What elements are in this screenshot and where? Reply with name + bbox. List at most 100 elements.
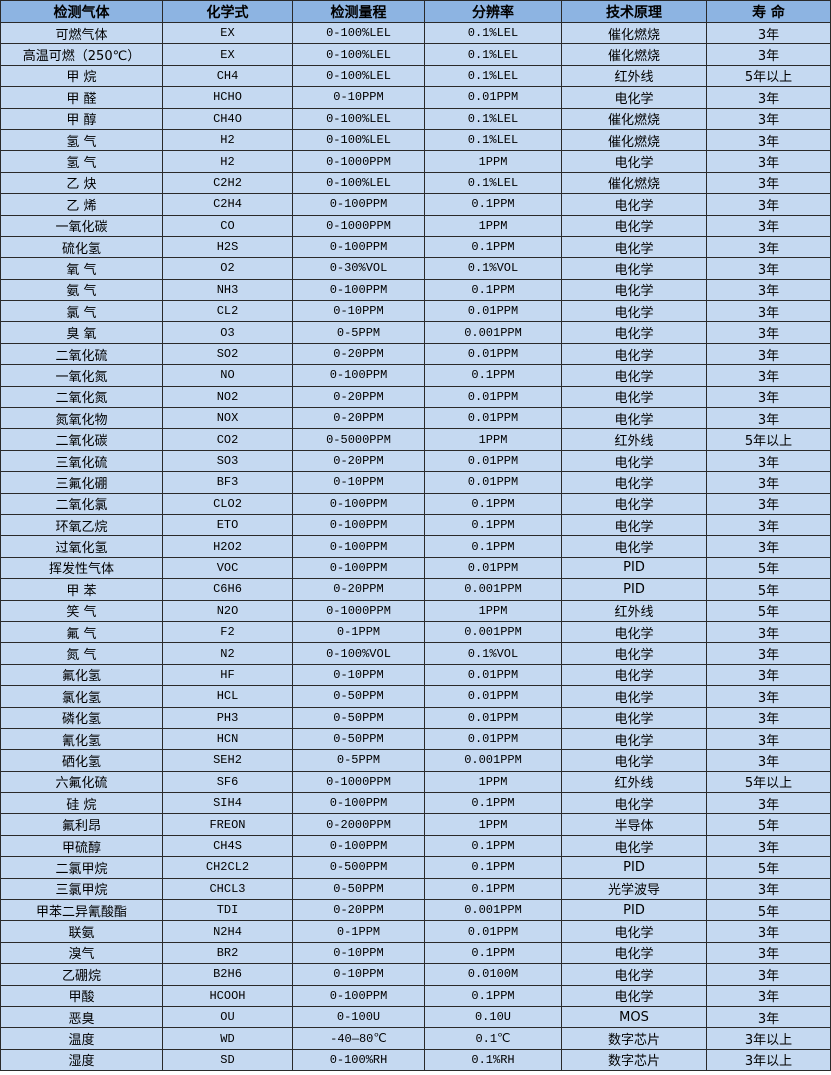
cell-formula: O3: [162, 321, 293, 344]
cell-gas: 氢 气: [0, 128, 163, 152]
cell-gas: 一氧化氮: [0, 364, 163, 387]
cell-gas: 甲 醇: [0, 107, 163, 130]
cell-gas: 三氯甲烷: [0, 877, 163, 901]
table-row: 氟利昂 FREON 0-2000PPM 1PPM 半导体 5年: [0, 813, 831, 836]
cell-gas: 可燃气体: [0, 21, 163, 45]
cell-lifespan: 5年: [706, 578, 831, 601]
cell-range: 0-30%VOL: [292, 257, 425, 280]
cell-range: 0-20PPM: [292, 449, 425, 473]
cell-principle: 电化学: [561, 941, 707, 965]
cell-formula: CO: [162, 214, 293, 237]
table-row: 硒化氢 SEH2 0-5PPM 0.001PPM 电化学 3年: [0, 749, 831, 772]
cell-formula: N2O: [162, 599, 293, 622]
table-row: 臭 氧 O3 0-5PPM 0.001PPM 电化学 3年: [0, 321, 831, 344]
cell-principle: 电化学: [561, 749, 707, 772]
cell-principle: 电化学: [561, 86, 707, 109]
cell-gas: 氯化氢: [0, 685, 163, 708]
cell-resolution: 0.1PPM: [424, 278, 562, 302]
cell-range: 0-100PPM: [292, 235, 425, 259]
cell-formula: HF: [162, 663, 293, 687]
table-row: 氰化氢 HCN 0-50PPM 0.01PPM 电化学 3年: [0, 727, 831, 751]
cell-lifespan: 3年: [706, 449, 831, 473]
cell-lifespan: 3年: [706, 941, 831, 965]
table-row: 氯 气 CL2 0-10PPM 0.01PPM 电化学 3年: [0, 300, 831, 323]
cell-range: 0-10PPM: [292, 663, 425, 687]
cell-principle: 电化学: [561, 663, 707, 687]
cell-formula: NH3: [162, 278, 293, 302]
cell-gas: 溴气: [0, 941, 163, 965]
cell-gas: 氮 气: [0, 642, 163, 665]
cell-principle: 电化学: [561, 984, 707, 1007]
cell-range: 0-100%VOL: [292, 642, 425, 665]
cell-range: 0-20PPM: [292, 342, 425, 366]
cell-lifespan: 3年: [706, 706, 831, 729]
cell-range: 0-1000PPM: [292, 770, 425, 794]
cell-gas: 氰化氢: [0, 727, 163, 751]
cell-resolution: 0.1PPM: [424, 193, 562, 216]
cell-gas: 甲硫醇: [0, 834, 163, 858]
cell-gas: 硒化氢: [0, 749, 163, 772]
cell-gas: 二氧化碳: [0, 428, 163, 451]
cell-principle: 光学波导: [561, 877, 707, 901]
cell-gas: 三氟化硼: [0, 471, 163, 494]
table-row: 湿度 SD 0-100%RH 0.1%RH 数字芯片 3年以上: [0, 1048, 831, 1072]
cell-range: 0-10PPM: [292, 471, 425, 494]
table-row: 联氨 N2H4 0-1PPM 0.01PPM 电化学 3年: [0, 920, 831, 943]
cell-formula: HCL: [162, 685, 293, 708]
cell-formula: SO3: [162, 449, 293, 473]
table-row: 二氧化碳 CO2 0-5000PPM 1PPM 红外线 5年以上: [0, 428, 831, 451]
cell-resolution: 0.0100M: [424, 963, 562, 986]
table-row: 甲 醛 HCHO 0-10PPM 0.01PPM 电化学 3年: [0, 86, 831, 109]
cell-range: 0-100PPM: [292, 513, 425, 537]
cell-gas: 一氧化碳: [0, 214, 163, 237]
cell-formula: CHCL3: [162, 877, 293, 901]
header-resolution: 分辨率: [424, 0, 562, 23]
cell-range: 0-50PPM: [292, 685, 425, 708]
cell-resolution: 0.1%VOL: [424, 642, 562, 665]
cell-resolution: 0.01PPM: [424, 556, 562, 580]
cell-gas: 氢 气: [0, 150, 163, 173]
cell-resolution: 0.1PPM: [424, 513, 562, 537]
cell-gas: 恶臭: [0, 1005, 163, 1029]
table-row: 乙 炔 C2H2 0-100%LEL 0.1%LEL 催化燃烧 3年: [0, 171, 831, 195]
cell-gas: 环氧乙烷: [0, 513, 163, 537]
cell-range: 0-10PPM: [292, 300, 425, 323]
cell-lifespan: 3年: [706, 43, 831, 66]
cell-principle: 电化学: [561, 834, 707, 858]
cell-gas: 二氧化氯: [0, 492, 163, 515]
cell-formula: OU: [162, 1005, 293, 1029]
cell-lifespan: 5年: [706, 899, 831, 922]
cell-range: 0-20PPM: [292, 899, 425, 922]
cell-resolution: 0.1PPM: [424, 235, 562, 259]
table-row: 二氧化氮 NO2 0-20PPM 0.01PPM 电化学 3年: [0, 385, 831, 409]
cell-range: 0-5PPM: [292, 749, 425, 772]
cell-resolution: 1PPM: [424, 428, 562, 451]
cell-formula: NOX: [162, 407, 293, 430]
table-header-row: 检测气体 化学式 检测量程 分辨率 技术原理 寿 命: [0, 0, 831, 23]
cell-principle: 电化学: [561, 492, 707, 515]
cell-resolution: 1PPM: [424, 813, 562, 836]
cell-lifespan: 3年: [706, 407, 831, 430]
cell-lifespan: 3年: [706, 257, 831, 280]
cell-principle: PID: [561, 899, 707, 922]
cell-formula: CH4: [162, 64, 293, 88]
cell-range: 0-100PPM: [292, 792, 425, 815]
header-gas: 检测气体: [0, 0, 163, 23]
cell-range: 0-5000PPM: [292, 428, 425, 451]
table-row: 硫化氢 H2S 0-100PPM 0.1PPM 电化学 3年: [0, 235, 831, 259]
cell-formula: CH4O: [162, 107, 293, 130]
cell-lifespan: 5年以上: [706, 64, 831, 88]
cell-gas: 甲 烷: [0, 64, 163, 88]
cell-resolution: 0.1PPM: [424, 984, 562, 1007]
cell-lifespan: 3年: [706, 107, 831, 130]
cell-range: 0-100%LEL: [292, 43, 425, 66]
cell-formula: H2O2: [162, 535, 293, 558]
cell-range: 0-1000PPM: [292, 150, 425, 173]
cell-principle: 电化学: [561, 920, 707, 943]
cell-gas: 过氧化氢: [0, 535, 163, 558]
cell-principle: 半导体: [561, 813, 707, 836]
cell-principle: 电化学: [561, 364, 707, 387]
table-row: 氢 气 H2 0-100%LEL 0.1%LEL 催化燃烧 3年: [0, 128, 831, 152]
cell-gas: 氟 气: [0, 620, 163, 644]
cell-principle: 电化学: [561, 963, 707, 986]
